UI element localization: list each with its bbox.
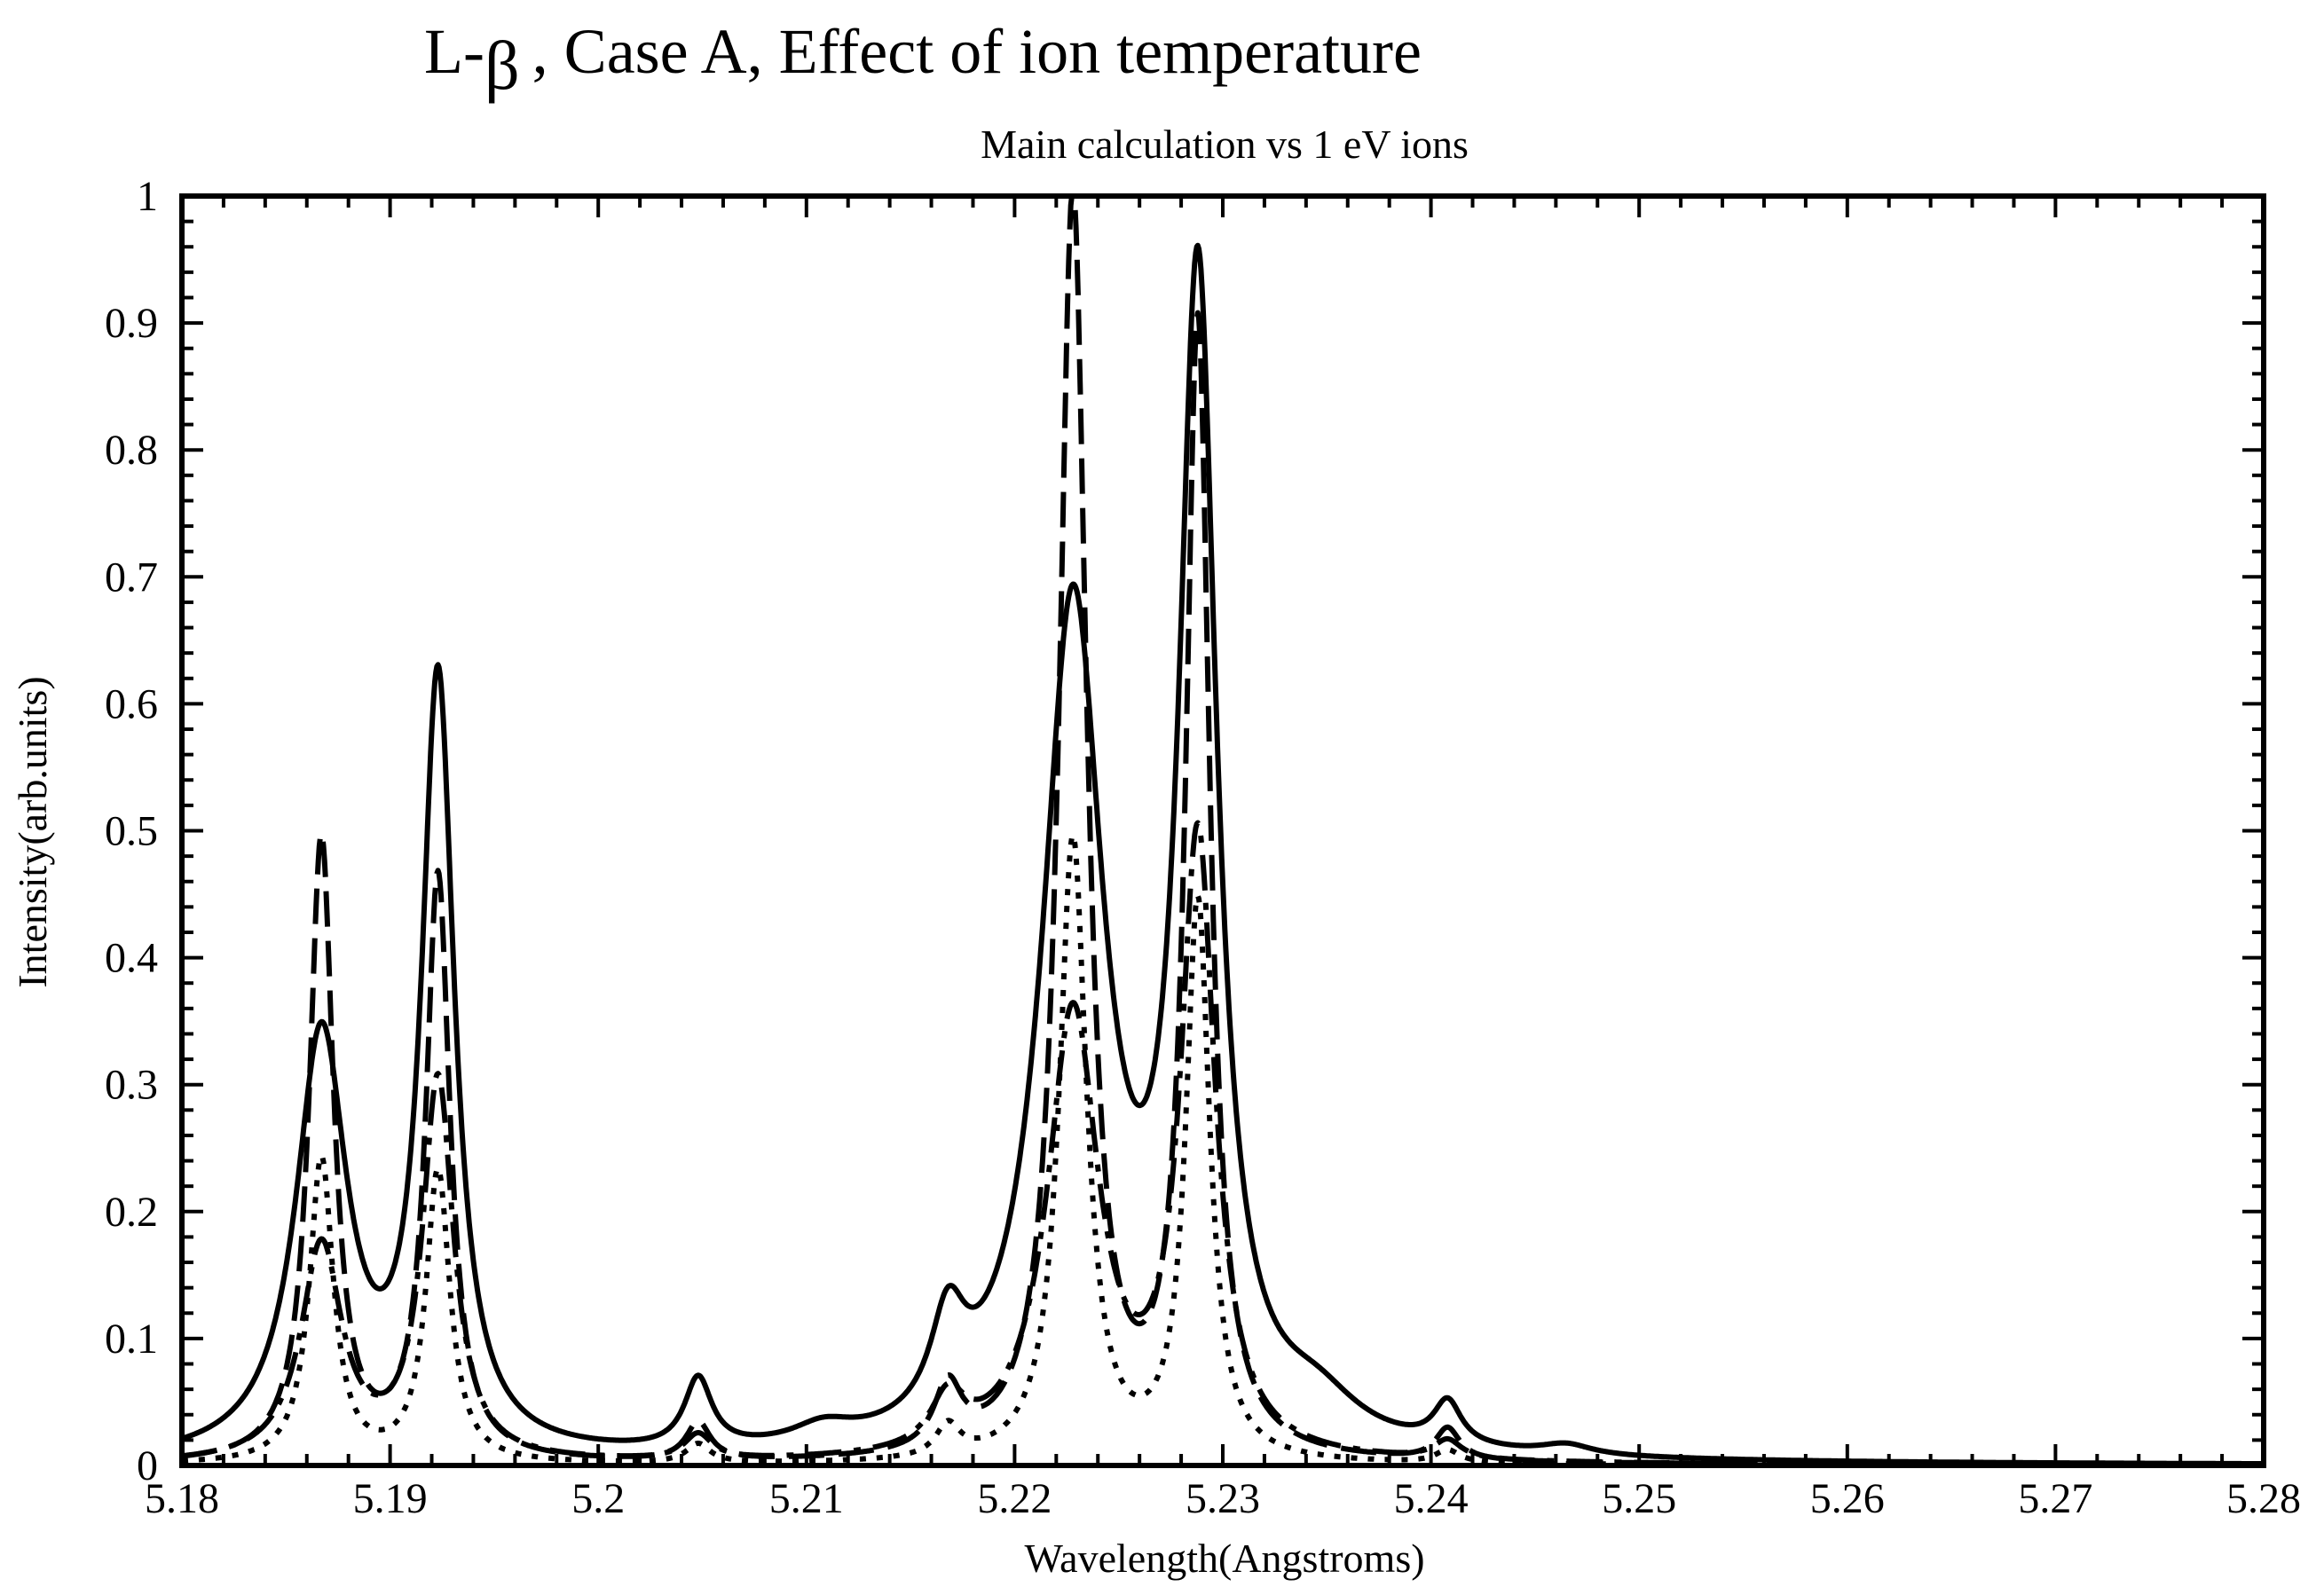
- x-tick-label: 5.24: [1394, 1475, 1469, 1522]
- series-layer: [180, 193, 2265, 1468]
- chart-title: L-β, Case A, Effect of ion temperature: [424, 16, 1422, 104]
- series-line-solid: [180, 242, 2265, 1466]
- y-tick-label: 0.1: [105, 1316, 158, 1363]
- title-symbol: β: [484, 27, 520, 104]
- y-tick-label: 0.5: [105, 808, 158, 855]
- y-axis-label: Intensity(arb.units): [10, 676, 55, 987]
- x-tick-label: 5.25: [1602, 1475, 1676, 1522]
- y-tick-label: 0.6: [105, 680, 158, 727]
- plot-frame: [179, 193, 2266, 1468]
- x-tick-label: 5.26: [1810, 1475, 1885, 1522]
- x-tick-label: 5.18: [145, 1475, 219, 1522]
- y-tick-label: 0.8: [105, 427, 158, 474]
- y-tick-label: 0.9: [105, 300, 158, 347]
- y-tick-label: 0.2: [105, 1189, 158, 1236]
- x-tick-labels: 5.18 5.19 5.2 5.21 5.22 5.23 5.24 5.25 5.26 5.27 5…: [145, 1475, 2301, 1522]
- x-tick-label: 5.28: [2226, 1475, 2301, 1522]
- y-tick-label: 0: [137, 1442, 158, 1489]
- chart-subtitle: Main calculation vs 1 eV ions: [981, 122, 1469, 167]
- y-tick-labels: 0 0.1 0.2 0.3 0.4 0.5 0.6 0.7 0.8 0.9 1: [105, 173, 158, 1489]
- x-tick-label: 5.19: [353, 1475, 428, 1522]
- title-suffix: , Case A, Effect of ion temperature: [532, 16, 1422, 87]
- x-axis-label: Wavelength(Angstroms): [1024, 1536, 1424, 1581]
- x-tick-label: 5.23: [1186, 1475, 1260, 1522]
- y-tick-label: 0.7: [105, 554, 158, 601]
- x-tick-label: 5.21: [769, 1475, 844, 1522]
- x-tick-label: 5.2: [571, 1475, 625, 1522]
- y-tick-label: 0.4: [105, 935, 158, 982]
- y-tick-label: 1: [137, 173, 158, 220]
- x-tick-label: 5.27: [2018, 1475, 2092, 1522]
- y-tick-label: 0.3: [105, 1062, 158, 1109]
- title-prefix: L-: [424, 16, 484, 87]
- x-tick-label: 5.22: [977, 1475, 1052, 1522]
